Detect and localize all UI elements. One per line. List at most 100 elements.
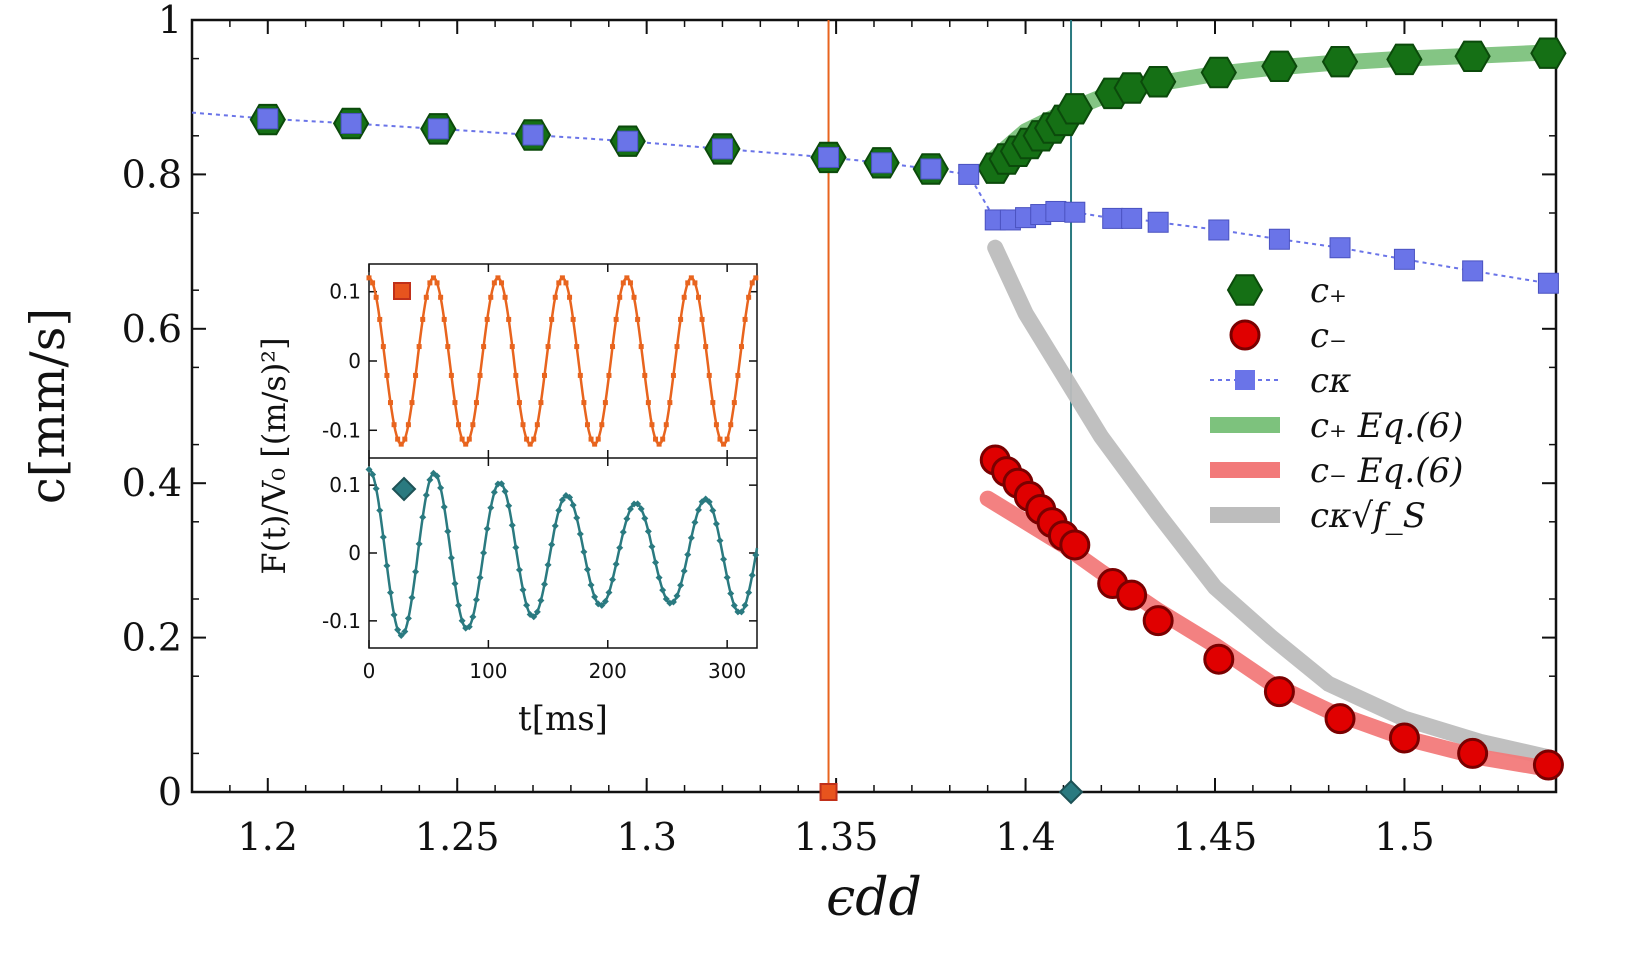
inset-bottom-point	[745, 589, 753, 597]
inset-top-point	[728, 422, 734, 428]
inset-top-point	[688, 275, 694, 281]
inset-bottom-point	[648, 543, 656, 551]
inset-bottom-point	[501, 487, 509, 495]
inset-top-point	[746, 294, 752, 300]
inset-top-point	[610, 344, 616, 350]
inset-bottom-point	[609, 576, 617, 584]
inset-bottom-point	[573, 514, 581, 522]
legend-label: cκ√f_S	[1310, 496, 1426, 536]
inset-top-point	[703, 344, 709, 350]
inset-bottom-point	[669, 598, 677, 606]
inset-top-point	[692, 280, 698, 286]
y-tick-label: 0	[158, 770, 182, 814]
inset-top-point	[681, 294, 687, 300]
inset-top-point	[663, 422, 669, 428]
x-tick-label: 1.45	[1173, 815, 1258, 859]
inset-bottom-point	[415, 540, 423, 548]
inset-top-point	[685, 280, 691, 286]
c-minus-point	[1263, 676, 1295, 708]
c-minus-point	[1059, 529, 1091, 561]
inset-bottom-point	[723, 573, 731, 581]
theory-band	[987, 239, 1557, 766]
inset-top-point	[574, 344, 580, 350]
inset-bottom-point	[365, 466, 373, 474]
x-tick-label: 1.25	[415, 815, 500, 859]
inset-bottom-point	[540, 580, 548, 588]
inset-top-point	[696, 294, 702, 300]
c-kappa-point	[257, 108, 279, 130]
inset-bottom-point	[515, 566, 523, 574]
y-tick-label: 0.4	[122, 461, 182, 505]
inset-bottom-y-tick-label: 0	[348, 541, 361, 565]
inset-bottom-point	[673, 592, 681, 600]
c-kappa-point	[427, 118, 449, 140]
inset-bottom-y-tick-label: -0.1	[322, 609, 361, 633]
y-tick-label: 0.8	[122, 152, 182, 196]
inset-top-point	[445, 344, 451, 350]
inset-bottom-point	[376, 506, 384, 514]
y-tick-label: 0.6	[122, 307, 182, 351]
inset-bottom-point	[476, 574, 484, 582]
inset-bottom-point	[737, 608, 745, 616]
c-kappa-point	[617, 130, 639, 152]
inset-top-point	[520, 422, 526, 428]
inset-top-point	[427, 280, 433, 286]
c-plus-point	[1530, 37, 1567, 69]
inset-bottom-point	[720, 555, 728, 563]
inset-top-point	[456, 422, 462, 428]
inset-top-point	[441, 316, 447, 322]
inset-bottom-point	[530, 613, 538, 621]
inset-top-point	[534, 422, 540, 428]
c-minus-point	[1142, 605, 1174, 637]
inset-bottom-point	[480, 549, 488, 557]
inset-top-point	[366, 275, 372, 281]
inset-x-axis-title: t[ms]	[518, 699, 608, 739]
inset-top-point	[438, 294, 444, 300]
c-kappa-point	[1208, 219, 1230, 241]
inset-bottom-point	[655, 574, 663, 582]
x-tick-label: 1.5	[1374, 815, 1434, 859]
inset-bottom-point	[390, 611, 398, 619]
inset-bottom-point	[455, 601, 463, 609]
c-plus-point	[1140, 66, 1177, 98]
inset-top-point	[638, 344, 644, 350]
inset-bottom-diamond-marker	[391, 476, 417, 502]
inset-top-point	[606, 372, 612, 378]
inset-bottom-point	[687, 534, 695, 542]
inset-bottom-point	[379, 533, 387, 541]
inset-bottom-point	[544, 561, 552, 569]
inset-top-point	[556, 280, 562, 286]
inset-top-point	[463, 441, 469, 447]
inset-top-point	[416, 344, 422, 350]
reference-diamond-marker	[1058, 779, 1084, 805]
inset-top-point	[699, 316, 705, 322]
x-tick-label: 1.4	[995, 815, 1055, 859]
inset-top-point	[653, 436, 659, 442]
inset-bottom-point	[394, 626, 402, 634]
inset-bottom-point	[623, 515, 631, 523]
inset-top-point	[384, 372, 390, 378]
inset-top-point	[624, 275, 630, 281]
inset-bottom-point	[637, 505, 645, 513]
inset-top-point	[380, 344, 386, 350]
inset-top-point	[527, 441, 533, 447]
c-kappa-point	[1064, 201, 1086, 223]
inset-bottom-point	[404, 614, 412, 622]
inset-bottom-point	[662, 595, 670, 603]
inset-bottom-point	[458, 617, 466, 625]
inset-bottom-point	[630, 500, 638, 508]
inset-bottom-point	[483, 525, 491, 533]
y-axis-title: c[mm/s]	[20, 308, 76, 504]
inset-bottom-point	[691, 518, 699, 526]
inset-bottom-point	[659, 586, 667, 594]
inset-bottom-point	[748, 571, 756, 579]
inset-top-point	[477, 372, 483, 378]
inset-top-point	[660, 436, 666, 442]
x-axis-title: ϵdd	[826, 868, 922, 928]
inset-bottom-point	[730, 601, 738, 609]
inset-top-point	[724, 436, 730, 442]
inset-top-point	[563, 280, 569, 286]
c-kappa-point	[1393, 248, 1415, 270]
c-kappa-point	[340, 112, 362, 134]
inset-bottom-point	[465, 623, 473, 631]
